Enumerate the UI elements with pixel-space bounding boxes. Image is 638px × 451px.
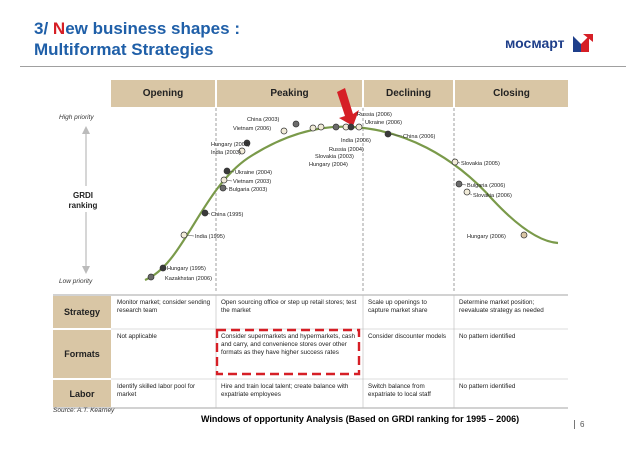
label-bulgaria-2006: Bulgaria (2006) (467, 183, 505, 189)
marker-slovakia-2006 (463, 188, 471, 196)
marker-ukraine-2004 (223, 167, 231, 175)
label-bulgaria-2003: Bulgaria (2003) (229, 187, 267, 193)
marker-hungary-2003 (243, 139, 251, 147)
marker-russia-2004 (332, 123, 340, 131)
marker-hungary-2006 (520, 231, 528, 239)
label-russia-2006: Russia (2006) (357, 112, 392, 118)
mosmart-logo: мосмарт (505, 34, 593, 52)
label-india-2003: India (2003) (211, 150, 241, 156)
label-hungary-2004: Hungary (2004) (309, 162, 348, 168)
marker-slovakia-2005 (451, 158, 459, 166)
title-prefix: 3/ (34, 19, 53, 38)
formats-peaking: Consider supermarkets and hypermarkets, … (221, 333, 356, 356)
label-slovakia-2003: Slovakia (2003) (315, 154, 354, 160)
label-vietnam-2006: Vietnam (2006) (233, 126, 271, 132)
label-china-1995: China (1995) (211, 212, 243, 218)
strategy-declining: Scale up openings to capture market shar… (368, 299, 428, 314)
low-priority-label: Low priority (59, 278, 93, 285)
label-russia-2004: Russia (2004) (329, 147, 364, 153)
strategy-peaking: Open sourcing office or step up retail s… (221, 299, 357, 314)
stage-header-declining: Declining (364, 80, 453, 107)
strategy-closing: Determine market position; reevaluate st… (459, 299, 544, 314)
label-slovakia-2006: Slovakia (2006) (473, 193, 512, 199)
axis-arrow-up-head (82, 126, 90, 134)
marker-india-2003 (238, 147, 246, 155)
opportunity-diagram: Opening Peaking Declining Closing High p… (53, 80, 568, 420)
grdi-line1: GRDI (73, 191, 93, 200)
red-pointer-arrow (337, 88, 359, 126)
labor-closing: No pattern identified (459, 383, 516, 390)
label-hungary-1995: Hungary (1995) (167, 266, 206, 272)
marker-vietnam-2006 (280, 127, 288, 135)
marker-slovakia-2003 (317, 123, 325, 131)
row-label-labor: Labor (53, 380, 111, 407)
axis-arrow-down-head (82, 266, 90, 274)
stage-header-closing: Closing (455, 80, 568, 107)
high-priority-label: High priority (59, 114, 94, 121)
page-number-divider (574, 420, 575, 430)
formats-declining: Consider discounter models (368, 333, 447, 340)
grdi-ranking-label: GRDI ranking (63, 191, 103, 211)
labor-peaking: Hire and train local talent; create bala… (221, 383, 349, 398)
marker-russia-2006 (347, 123, 355, 131)
header-divider (20, 66, 626, 67)
marker-hungary-1995 (159, 264, 167, 272)
grdi-line2: ranking (68, 201, 98, 210)
label-hungary-2006: Hungary (2006) (467, 234, 506, 240)
marker-china-1995 (201, 209, 209, 217)
page-number: 6 (574, 420, 585, 430)
stage-header-opening: Opening (111, 80, 215, 107)
marker-vietnam-2003 (220, 176, 228, 184)
marker-china-2006 (384, 130, 392, 138)
page-number-value: 6 (580, 420, 585, 429)
logo-text: мосмарт (505, 35, 565, 51)
label-vietnam-2003: Vietnam (2003) (233, 179, 271, 185)
labor-declining: Switch balance from expatriate to local … (368, 383, 431, 398)
marker-kazakhstan-2006 (147, 273, 155, 281)
country-markers: Kazakhstan (2006) Hungary (1995) India (19… (147, 112, 528, 282)
label-india-2006: India (2006) (341, 138, 371, 144)
label-slovakia-2005: Slovakia (2005) (461, 161, 500, 167)
label-ukraine-2006: Ukraine (2006) (365, 120, 402, 126)
labor-opening: Identify skilled labor pool for market (117, 383, 196, 398)
marker-bulgaria-2006 (455, 180, 463, 188)
label-ukraine-2004: Ukraine (2004) (235, 170, 272, 176)
row-label-formats: Formats (53, 330, 111, 378)
title-line2: Multiformat Strategies (34, 40, 214, 59)
title-line1: ew business shapes : (65, 19, 240, 38)
slide-title: 3/ New business shapes : Multiformat Str… (34, 18, 240, 60)
formats-opening: Not applicable (117, 333, 157, 340)
marker-india-1995 (180, 231, 188, 239)
row-label-strategy: Strategy (53, 296, 111, 328)
figure-caption: Windows of opportunity Analysis (Based o… (201, 414, 520, 424)
strategy-opening: Monitor market; consider sending researc… (117, 299, 211, 314)
marker-ukraine-2006 (355, 123, 363, 131)
title-highlight-letter: N (52, 19, 66, 38)
source-note: Source: A.T. Kearney (53, 407, 115, 414)
formats-closing: No pattern identified (459, 333, 516, 340)
lifecycle-curve-chart: Kazakhstan (2006) Hungary (1995) India (19… (82, 88, 559, 292)
marker-bulgaria-2003 (219, 184, 227, 192)
label-china-2003: China (2003) (247, 117, 279, 123)
marker-china-2003 (292, 120, 300, 128)
marker-hungary-2004 (309, 124, 317, 132)
label-kazakhstan-2006: Kazakhstan (2006) (165, 276, 212, 282)
label-india-1995: India (1995) (195, 234, 225, 240)
label-china-2006: China (2006) (403, 134, 435, 140)
label-hungary-2003: Hungary (2003) (211, 142, 250, 148)
